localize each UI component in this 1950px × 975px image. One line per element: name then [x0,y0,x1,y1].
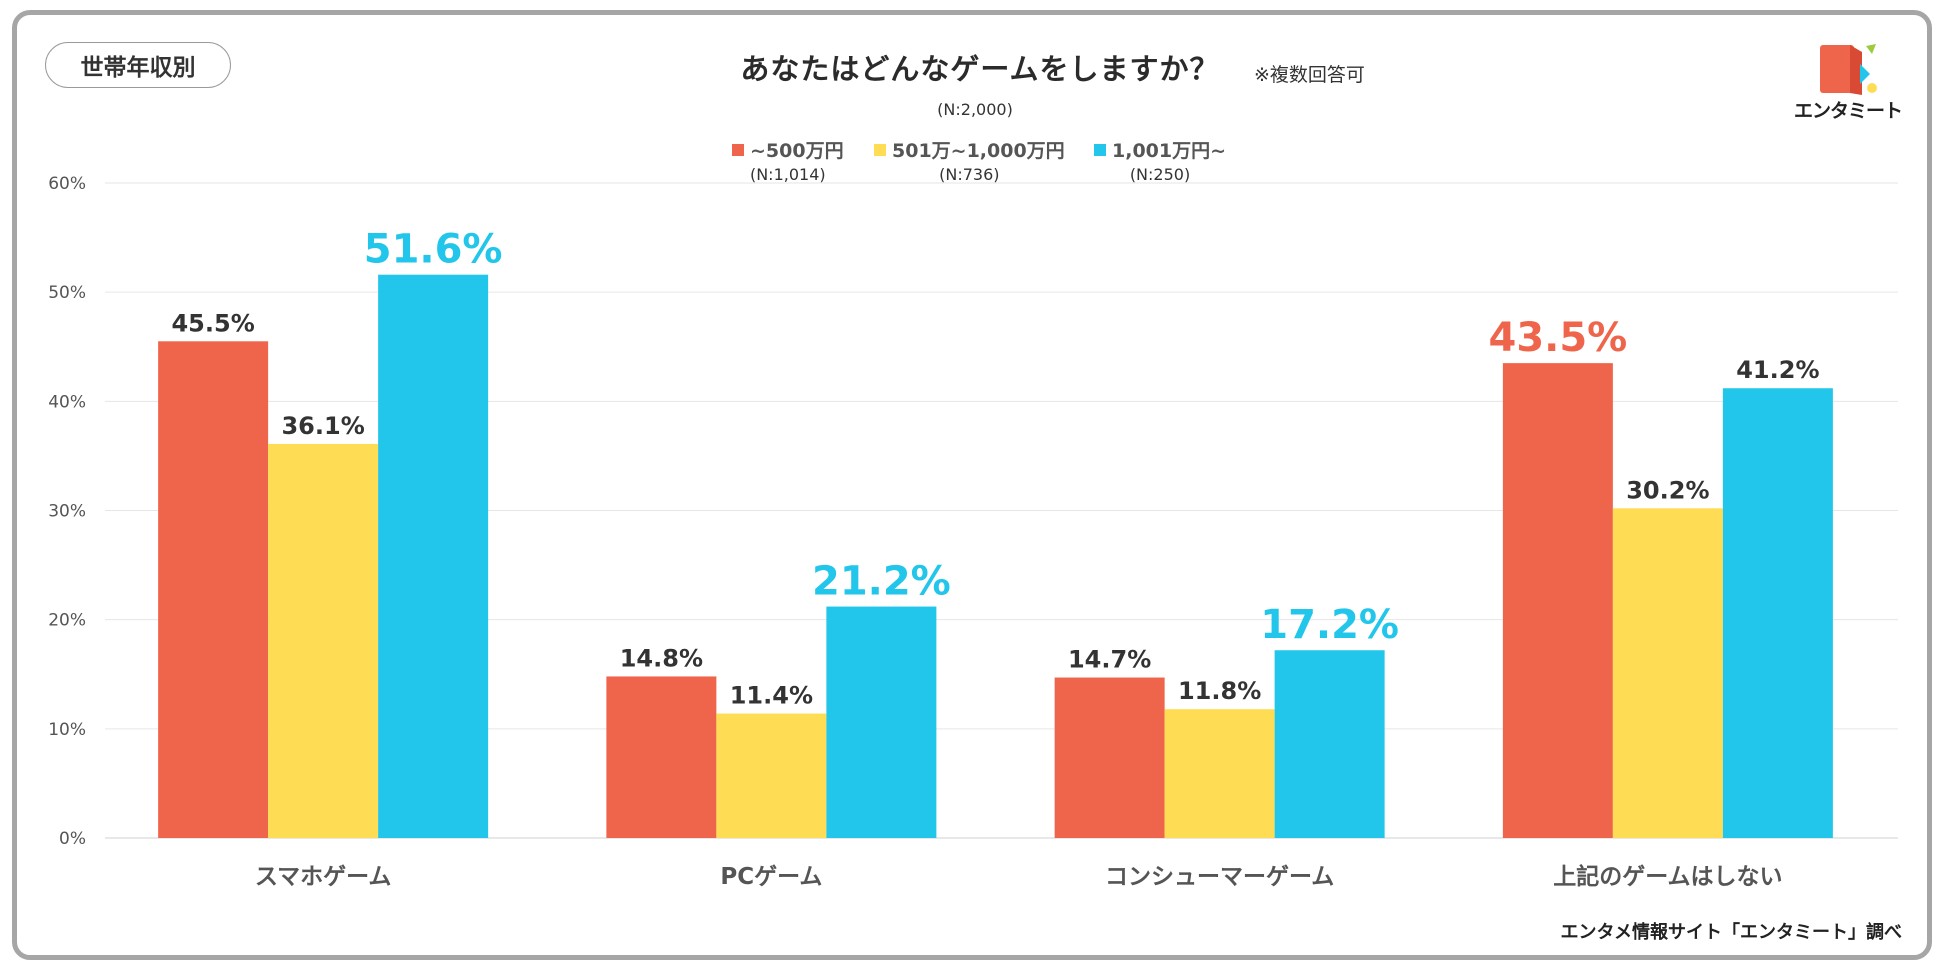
data-label: 45.5% [171,309,254,337]
legend-n: (N:1,014) [749,165,826,184]
y-tick-label: 50% [48,283,86,303]
data-label: 14.8% [620,644,703,672]
legend-item-under-500: ~500万円 (N:1,014) [732,136,844,184]
bar [1274,650,1385,838]
y-tick-label: 0% [59,829,86,849]
bar [1164,709,1275,838]
data-label: 17.2% [1260,602,1399,648]
legend-swatch-cyan [1094,143,1106,156]
source-credit: エンタメ情報サイト「エンタミート」調べ [1560,922,1902,943]
data-label: 21.2% [812,559,951,605]
legend-item-over-1001: 1,001万円~ (N:250) [1094,136,1226,184]
logo-text: エンタミート [1793,100,1903,122]
data-label: 11.8% [1178,677,1261,705]
legend-n: (N:736) [939,165,1000,184]
x-tick-label: コンシューマーゲーム [1105,864,1334,890]
data-label: 11.4% [730,682,813,710]
data-label: 51.6% [364,227,503,273]
y-tick-label: 20% [48,611,86,631]
legend-n: (N:250) [1129,165,1191,184]
data-label: 14.7% [1068,646,1151,674]
y-tick-label: 10% [48,720,86,740]
y-tick-label: 60% [48,174,86,194]
bar [1054,677,1165,838]
chart-title: あなたはどんなゲームをしますか？ [740,52,1220,86]
x-tick-label: PCゲーム [720,864,822,890]
legend-label: ~500万円 [750,140,844,162]
x-tick-label: 上記のゲームはしない [1553,863,1782,890]
data-label: 36.1% [281,412,364,440]
data-label: 41.2% [1736,356,1819,384]
segment-badge: 世帯年収別 [45,42,231,88]
bar [1722,388,1833,838]
data-label: 30.2% [1626,476,1709,504]
multiple-answer-note: ※複数回答可 [1254,64,1365,86]
x-tick-label: スマホゲーム [255,864,392,890]
y-tick-label: 40% [48,392,86,412]
legend-item-501-1000: 501万~1,000万円 (N:736) [874,136,1065,184]
data-label: 43.5% [1488,315,1627,361]
y-tick-label: 30% [48,502,86,522]
legend-label: 1,001万円~ [1112,140,1227,162]
entameet-logo: エンタミート [1790,40,1906,126]
bar [1612,508,1723,838]
logo-mark-icon [1820,44,1877,95]
sample-size: (N:2,000) [937,100,1013,119]
legend-label: 501万~1,000万円 [892,140,1065,162]
bar [716,713,827,838]
bar [378,274,489,838]
legend-swatch-red [732,143,744,156]
bar [1502,363,1613,838]
bar [158,341,269,838]
bar [606,676,717,838]
bar [826,606,937,838]
legend-swatch-yellow [874,143,886,156]
bar [268,443,379,838]
